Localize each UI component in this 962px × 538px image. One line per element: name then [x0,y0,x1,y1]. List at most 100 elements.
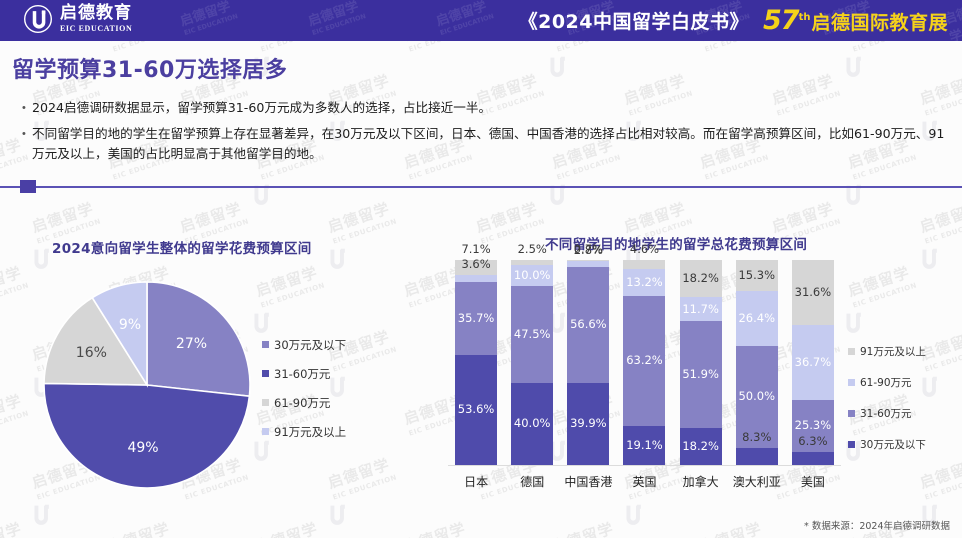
bar-x-label: 美国 [800,475,825,489]
legend-item: 91万元及以上 [262,417,346,446]
bar-x-label: 澳大利亚 [732,475,781,489]
bar-segment-label: 15.3% [738,267,776,282]
bar-segment: 47.5% [511,285,554,383]
expo-number: 57 [763,5,800,36]
bar-stack: 7.1% 3.6% 35.7% 53.6% [455,244,498,465]
legend-item: 61-90万元 [848,367,926,398]
bar-stack: 31.6% 36.7% 25.3% 6.3% [791,260,834,465]
legend-item: 31-60万元 [848,398,926,429]
bar-segment-label: 11.7% [682,301,719,316]
bar-segment-label: 4.6% [629,241,660,256]
bar-segment-label: 31.6% [794,284,832,299]
bar-segment: 40.0% [511,383,554,465]
bar-segment: 15.3% [735,260,778,292]
bar-segment-label: 0.7% [573,242,603,257]
watermark-logo-icon [838,52,868,82]
bar-column: 2.5% 10.0% 47.5% 40.0% [504,243,560,465]
legend-item: 31-60万元 [262,359,346,388]
bar-axis-line [448,465,841,466]
watermark-logo-icon [618,500,648,530]
legend-swatch-icon [848,410,855,417]
pie-chart-title: 2024意向留学生整体的留学花费预算区间 [52,241,312,257]
bar-segment-label: 56.6% [570,317,607,332]
bullet-dot-icon: • [22,102,26,114]
legend-item: 91万元及以上 [848,336,926,367]
legend-swatch-icon [848,441,855,448]
bar-column: 4.6% 13.2% 63.2% 19.1% [616,243,672,465]
legend-swatch-icon [262,399,269,406]
legend-label: 91万元及以上 [274,424,347,439]
legend-label: 61-90万元 [860,377,912,389]
bar-segment: 63.2% [623,296,666,426]
bar-chart-title: 不同留学目的地学生的留学总花费预算区间 [545,237,808,253]
expo-ordinal-suffix: th [798,12,811,23]
pie-chart-legend: 30万元及以下 31-60万元 61-90万元 91万元及以上 [262,330,346,446]
pie-slice-label: 16% [75,344,107,361]
bar-segment: 51.9% [679,321,722,428]
pie-slice [146,281,251,398]
logo-text-en: EIC EDUCATION [60,24,133,33]
legend-label: 30万元及以下 [860,439,926,451]
bar-segment-label: 2.5% [517,242,547,256]
bar-x-label: 日本 [464,475,489,489]
header-title: 《2024中国留学白皮书》 [518,11,749,33]
watermark-logo-icon [542,52,572,82]
legend-swatch-icon [848,348,855,355]
bar-segment: 36.7% [791,325,834,401]
bullet-dot-icon: • [22,128,26,140]
bar-segment: 2.8% [567,245,610,268]
bar-segment-label: 53.6% [457,402,495,417]
bar-segment: 7.1% [455,244,498,275]
watermark-logo-icon [838,180,868,210]
divider-square-marker [20,180,36,193]
bar-columns: 7.1% 3.6% 35.7% 53.6% 2.5% 10.0% 47.5% 40.0% 0.7… [448,243,841,465]
pie-slice [43,296,149,386]
bar-segment: 10.0% [511,265,554,286]
bar-segment-label: 3.6% [461,256,491,271]
pie-graphic: 27% 49% 16% 9% [42,280,252,495]
bar-stack: 4.6% 13.2% 63.2% 19.1% [623,243,666,465]
bar-x-label: 德国 [520,475,545,489]
bar-segment-label: 40.0% [513,416,551,431]
bar-segment: 8.3% [735,431,778,465]
bar-segment: 6.3% [791,436,834,465]
bar-segment: 3.6% [455,258,498,282]
bar-segment: 50.0% [735,345,778,448]
bar-segment-label: 26.4% [738,310,776,325]
bar-segment: 4.6% [623,243,666,270]
bar-segment: 39.9% [567,383,610,465]
bullet-list: • 2024启德调研数据显示，留学预算31-60万元成为多数人的选择，占比接近一半… [22,98,952,170]
logo-text-cn: 启德教育 [60,3,132,23]
bar-segment: 11.7% [679,297,722,322]
expo-name: 启德国际教育展 [811,12,948,34]
bar-segment-label: 13.2% [626,275,663,290]
pie-chart: 27% 49% 16% 9% [0,230,470,510]
legend-item: 30万元及以下 [262,330,346,359]
legend-swatch-icon [848,379,855,386]
bar-stack: 15.3% 26.4% 50.0% 8.3% [735,260,778,465]
bullet-text: 2024启德调研数据显示，留学预算31-60万元成为多数人的选择，占比接近一半。 [32,100,492,115]
divider-line [0,186,962,188]
bar-segment-label: 35.7% [457,310,495,325]
pie-slice [43,382,251,489]
bullet-item: • 不同留学目的地的学生在留学预算上存在显著差异，在30万元及以下区间，日本、德国… [22,124,952,164]
legend-label: 30万元及以下 [274,337,347,352]
bar-segment: 18.2% [679,427,722,465]
header-expo-brand: 57 th 启德国际教育展 [763,5,948,36]
bar-stack: 2.5% 10.0% 47.5% 40.0% [511,243,554,465]
bar-x-axis-labels: 日本 德国 中国香港 英国 加拿大 澳大利亚 美国 [448,473,841,490]
bar-segment-label: 8.3% [742,430,772,444]
legend-swatch-icon [262,428,269,435]
bar-segment-label: 18.2% [682,438,719,453]
watermark-logo-icon [914,244,944,274]
bar-column: 18.2% 11.7% 51.9% 18.2% [673,260,729,465]
